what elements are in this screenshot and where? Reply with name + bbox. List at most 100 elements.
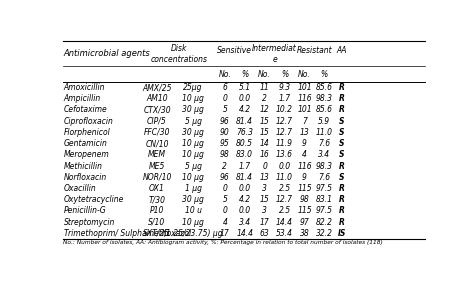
Text: S: S — [339, 117, 344, 126]
Text: 38: 38 — [300, 229, 310, 238]
Text: No.: Number of isolates, AA: Antibiogram activity, %: Percentage in relation to : No.: Number of isolates, AA: Antibiogram… — [63, 240, 383, 245]
Text: 17: 17 — [260, 218, 270, 226]
Text: 12.7: 12.7 — [276, 128, 293, 137]
Text: 17: 17 — [220, 229, 230, 238]
Text: 82.2: 82.2 — [316, 218, 333, 226]
Text: (1.25/23.75) μg: (1.25/23.75) μg — [164, 229, 223, 238]
Text: 11.0: 11.0 — [276, 173, 293, 182]
Text: 97.5: 97.5 — [316, 184, 333, 193]
Text: 13.6: 13.6 — [276, 150, 293, 159]
Text: 2.5: 2.5 — [279, 184, 291, 193]
Text: 4: 4 — [302, 150, 307, 159]
Text: 10 μg: 10 μg — [182, 218, 204, 226]
Text: R: R — [338, 105, 345, 115]
Text: 85.6: 85.6 — [316, 105, 333, 115]
Text: Oxacillin: Oxacillin — [64, 184, 96, 193]
Text: 1.7: 1.7 — [279, 94, 291, 103]
Text: 96: 96 — [220, 173, 230, 182]
Text: 4.2: 4.2 — [239, 195, 251, 204]
Text: IS: IS — [337, 229, 346, 238]
Text: 5: 5 — [222, 105, 228, 115]
Text: 0: 0 — [222, 206, 228, 215]
Text: S: S — [339, 139, 344, 148]
Text: Streptomycin: Streptomycin — [64, 218, 115, 226]
Text: No.: No. — [298, 70, 311, 79]
Text: 101: 101 — [297, 83, 312, 92]
Text: 101: 101 — [297, 105, 312, 115]
Text: OX1: OX1 — [149, 184, 165, 193]
Text: 3.4: 3.4 — [318, 150, 330, 159]
Text: 14: 14 — [260, 139, 270, 148]
Text: 11.9: 11.9 — [276, 139, 293, 148]
Text: 95: 95 — [220, 139, 230, 148]
Text: 97: 97 — [300, 218, 310, 226]
Text: 6: 6 — [222, 83, 228, 92]
Text: S: S — [339, 150, 344, 159]
Text: 0.0: 0.0 — [239, 184, 251, 193]
Text: 98: 98 — [300, 195, 310, 204]
Text: 2: 2 — [262, 94, 267, 103]
Text: 116: 116 — [297, 162, 312, 170]
Text: CTX/30: CTX/30 — [143, 105, 171, 115]
Text: 11: 11 — [260, 83, 270, 92]
Text: 90: 90 — [220, 128, 230, 137]
Text: Florphenicol: Florphenicol — [64, 128, 110, 137]
Text: 2.5: 2.5 — [279, 206, 291, 215]
Text: 14.4: 14.4 — [276, 218, 293, 226]
Text: 83.0: 83.0 — [236, 150, 253, 159]
Text: Trimethoprim/ Sulphamethoxazol: Trimethoprim/ Sulphamethoxazol — [64, 229, 191, 238]
Text: Penicillin-G: Penicillin-G — [64, 206, 106, 215]
Text: 85.6: 85.6 — [316, 83, 333, 92]
Text: Antimicrobial agents: Antimicrobial agents — [64, 49, 150, 58]
Text: MEM: MEM — [148, 150, 166, 159]
Text: 116: 116 — [297, 94, 312, 103]
Text: 96: 96 — [220, 117, 230, 126]
Text: S: S — [339, 173, 344, 182]
Text: 16: 16 — [260, 150, 270, 159]
Text: 9: 9 — [302, 173, 307, 182]
Text: 10 u: 10 u — [185, 206, 201, 215]
Text: 3: 3 — [262, 206, 267, 215]
Text: 5: 5 — [222, 195, 228, 204]
Text: 14.4: 14.4 — [236, 229, 253, 238]
Text: 30 μg: 30 μg — [182, 105, 204, 115]
Text: 15: 15 — [260, 128, 270, 137]
Text: No.: No. — [219, 70, 231, 79]
Text: 13: 13 — [260, 173, 270, 182]
Text: 12.7: 12.7 — [276, 117, 293, 126]
Text: 53.4: 53.4 — [276, 229, 293, 238]
Text: Sensitive: Sensitive — [217, 46, 252, 55]
Text: 13: 13 — [300, 128, 310, 137]
Text: %: % — [281, 70, 288, 79]
Text: 5 μg: 5 μg — [185, 162, 201, 170]
Text: 3: 3 — [262, 184, 267, 193]
Text: 30 μg: 30 μg — [182, 128, 204, 137]
Text: 9: 9 — [302, 139, 307, 148]
Text: R: R — [338, 83, 345, 92]
Text: 30 μg: 30 μg — [182, 195, 204, 204]
Text: No.: No. — [258, 70, 271, 79]
Text: 10 μg: 10 μg — [182, 150, 204, 159]
Text: 5 μg: 5 μg — [185, 117, 201, 126]
Text: AA: AA — [336, 46, 347, 55]
Text: 7.6: 7.6 — [318, 173, 330, 182]
Text: R: R — [338, 184, 345, 193]
Text: 11.0: 11.0 — [316, 128, 333, 137]
Text: Gentamicin: Gentamicin — [64, 139, 108, 148]
Text: 0: 0 — [222, 184, 228, 193]
Text: P10: P10 — [150, 206, 164, 215]
Text: 115: 115 — [297, 184, 312, 193]
Text: 98.3: 98.3 — [316, 162, 333, 170]
Text: 5.1: 5.1 — [239, 83, 251, 92]
Text: AM10: AM10 — [146, 94, 168, 103]
Text: 0: 0 — [262, 162, 267, 170]
Text: 98.3: 98.3 — [316, 94, 333, 103]
Text: 5.9: 5.9 — [318, 117, 330, 126]
Text: 76.3: 76.3 — [236, 128, 253, 137]
Text: Oxytetracycline: Oxytetracycline — [64, 195, 124, 204]
Text: Amoxicillin: Amoxicillin — [64, 83, 105, 92]
Text: %: % — [241, 70, 248, 79]
Text: 25μg: 25μg — [183, 83, 203, 92]
Text: R: R — [338, 218, 345, 226]
Text: 81.4: 81.4 — [236, 117, 253, 126]
